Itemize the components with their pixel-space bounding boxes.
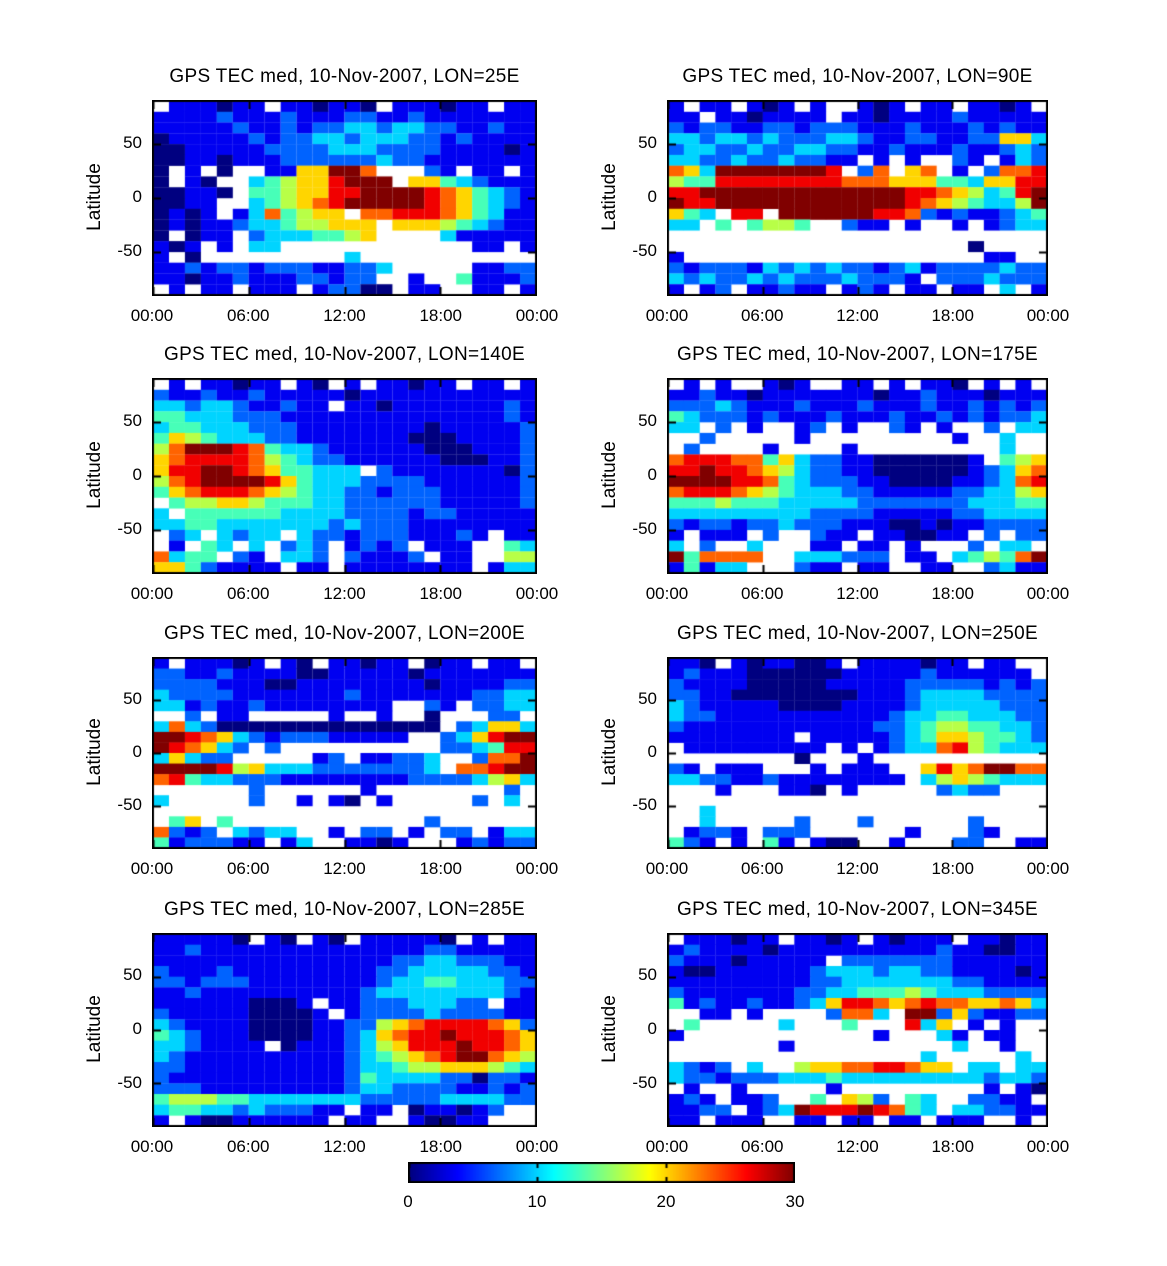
x-tick: 00:00 xyxy=(645,1137,689,1156)
colorbar-tick: 20 xyxy=(656,1192,676,1211)
subplot-title: GPS TEC med, 10-Nov-2007, LON=175E xyxy=(677,344,1038,365)
heatmap-canvas xyxy=(152,378,537,574)
y-tick: 0 xyxy=(647,465,657,484)
y-tick: -50 xyxy=(632,795,657,815)
colorbar-tick: 10 xyxy=(527,1192,547,1211)
heatmap-canvas xyxy=(667,657,1048,849)
x-tick: 06:00 xyxy=(226,859,270,878)
x-tick: 18:00 xyxy=(419,1137,463,1156)
y-tick: 0 xyxy=(132,187,142,206)
subplot-title: GPS TEC med, 10-Nov-2007, LON=250E xyxy=(677,623,1038,644)
x-tick: 00:00 xyxy=(515,859,559,878)
y-tick: 50 xyxy=(638,132,657,152)
subplot-title: GPS TEC med, 10-Nov-2007, LON=345E xyxy=(677,899,1038,920)
x-tick: 06:00 xyxy=(226,1137,270,1156)
subplot-title: GPS TEC med, 10-Nov-2007, LON=285E xyxy=(164,899,525,920)
x-tick: 12:00 xyxy=(323,306,366,325)
x-tick: 00:00 xyxy=(645,859,689,878)
y-tick: 50 xyxy=(123,410,142,430)
heatmap-canvas xyxy=(152,100,537,296)
y-tick: -50 xyxy=(117,519,142,539)
x-tick: 06:00 xyxy=(740,859,784,878)
x-tick: 18:00 xyxy=(419,306,463,325)
x-tick: 00:00 xyxy=(130,1137,174,1156)
x-tick: 00:00 xyxy=(1026,306,1070,325)
y-tick: -50 xyxy=(117,1072,142,1092)
heatmap-canvas xyxy=(667,100,1048,296)
heatmap-canvas xyxy=(152,933,537,1127)
y-tick: 0 xyxy=(132,465,142,484)
x-tick: 12:00 xyxy=(323,1137,366,1156)
heatmap-canvas xyxy=(667,933,1048,1127)
x-tick: 00:00 xyxy=(515,306,559,325)
x-tick: 18:00 xyxy=(931,1137,975,1156)
y-tick: 0 xyxy=(132,742,142,761)
x-tick: 06:00 xyxy=(740,306,784,325)
x-tick: 06:00 xyxy=(226,584,270,603)
x-tick: 00:00 xyxy=(515,584,559,603)
y-tick: 0 xyxy=(132,1019,142,1038)
x-tick: 00:00 xyxy=(645,306,689,325)
x-tick: 00:00 xyxy=(130,306,174,325)
x-tick: 12:00 xyxy=(836,306,879,325)
x-tick: 18:00 xyxy=(419,584,463,603)
y-tick: 0 xyxy=(647,742,657,761)
subplot-title: GPS TEC med, 10-Nov-2007, LON=140E xyxy=(164,344,525,365)
y-tick: -50 xyxy=(632,241,657,261)
x-tick: 12:00 xyxy=(836,584,879,603)
x-tick: 00:00 xyxy=(1026,584,1070,603)
y-tick: 50 xyxy=(123,688,142,708)
x-tick: 00:00 xyxy=(1026,859,1070,878)
y-tick: -50 xyxy=(117,795,142,815)
x-tick: 12:00 xyxy=(836,859,879,878)
x-tick: 00:00 xyxy=(645,584,689,603)
y-tick: 50 xyxy=(638,965,657,985)
y-tick: 50 xyxy=(638,410,657,430)
x-tick: 18:00 xyxy=(419,859,463,878)
y-tick: 0 xyxy=(647,187,657,206)
x-tick: 06:00 xyxy=(226,306,270,325)
x-tick: 00:00 xyxy=(1026,1137,1070,1156)
heatmap-canvas xyxy=(152,657,537,849)
colorbar-tick: 0 xyxy=(403,1192,413,1211)
subplot-title: GPS TEC med, 10-Nov-2007, LON=90E xyxy=(682,66,1033,87)
x-tick: 00:00 xyxy=(515,1137,559,1156)
y-tick: 0 xyxy=(647,1019,657,1038)
subplot-title: GPS TEC med, 10-Nov-2007, LON=200E xyxy=(164,623,525,644)
y-tick: -50 xyxy=(632,1072,657,1092)
colorbar-tick: 30 xyxy=(785,1192,805,1211)
y-tick: 50 xyxy=(638,688,657,708)
x-tick: 12:00 xyxy=(323,584,366,603)
x-tick: 18:00 xyxy=(931,859,975,878)
x-tick: 18:00 xyxy=(931,306,975,325)
heatmap-canvas xyxy=(667,378,1048,574)
x-tick: 06:00 xyxy=(740,584,784,603)
x-tick: 12:00 xyxy=(836,1137,879,1156)
subplot-title: GPS TEC med, 10-Nov-2007, LON=25E xyxy=(169,66,520,87)
colorbar-canvas xyxy=(408,1162,795,1183)
x-tick: 12:00 xyxy=(323,859,366,878)
x-tick: 00:00 xyxy=(130,859,174,878)
x-tick: 18:00 xyxy=(931,584,975,603)
y-tick: 50 xyxy=(123,132,142,152)
y-tick: -50 xyxy=(632,519,657,539)
x-tick: 00:00 xyxy=(130,584,174,603)
x-tick: 06:00 xyxy=(740,1137,784,1156)
y-tick: -50 xyxy=(117,241,142,261)
y-tick: 50 xyxy=(123,965,142,985)
